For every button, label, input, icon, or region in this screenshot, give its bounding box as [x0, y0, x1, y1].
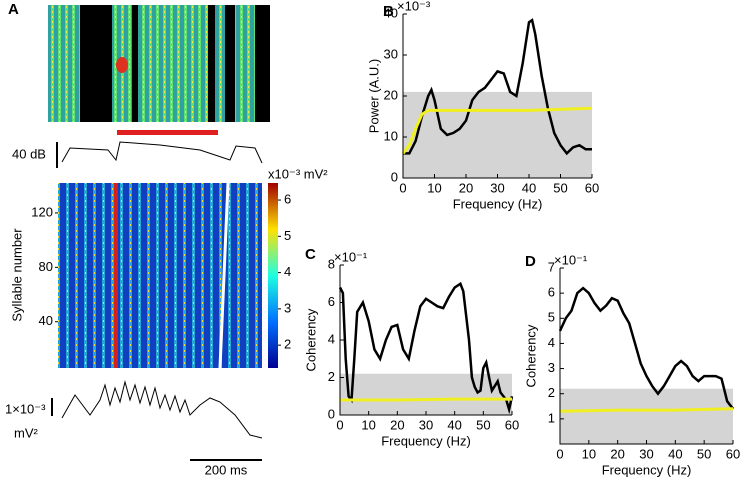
y-tick-label: 6	[548, 285, 555, 300]
scale-label: mV²	[14, 425, 39, 440]
significance-band	[560, 388, 733, 444]
x-tick-label: 50	[476, 417, 490, 432]
x-tick-label: 10	[427, 180, 441, 195]
panel-label: C	[305, 246, 316, 263]
y-label: Coherency	[523, 324, 538, 387]
multiplier: ×10⁻¹	[334, 249, 368, 264]
x-label: Frequency (Hz)	[602, 462, 692, 477]
window-bar	[117, 130, 218, 135]
colorbar	[268, 183, 278, 368]
scale-label: 200 ms	[205, 462, 248, 477]
y-tick-label: 120	[31, 204, 53, 219]
colorbar-tick-label: 5	[284, 228, 291, 243]
colorbar-tick-label: 6	[284, 191, 291, 206]
x-tick-label: 30	[419, 417, 433, 432]
y-tick-label: 0	[391, 169, 398, 184]
y-tick-label: 40	[39, 313, 53, 328]
panel-label: D	[525, 253, 536, 270]
y-label: Syllable number	[9, 228, 24, 322]
panel-a: A 40 dB x10⁻³ mV² Syllable number 1×10⁻³…	[5, 1, 328, 477]
multiplier: ×10⁻³	[397, 0, 431, 13]
series-line	[403, 18, 592, 156]
y-tick-label: 5	[548, 310, 555, 325]
x-tick-label: 60	[585, 180, 599, 195]
significance-band	[403, 91, 592, 178]
y-tick-label: 30	[384, 46, 398, 61]
y-tick-label: 3	[548, 360, 555, 375]
x-tick-label: 0	[399, 180, 406, 195]
panel-label: B	[383, 3, 394, 20]
series-line	[338, 281, 514, 415]
x-tick-label: 40	[447, 417, 461, 432]
y-tick-label: 7	[548, 259, 555, 274]
offset-line	[218, 182, 230, 369]
y-tick-label: 4	[548, 335, 555, 350]
y-tick-label: 80	[39, 259, 53, 274]
x-tick-label: 20	[390, 417, 404, 432]
x-tick-label: 10	[582, 446, 596, 461]
y-tick-label: 1	[548, 410, 555, 425]
x-tick-label: 40	[668, 446, 682, 461]
y-tick-label: 10	[384, 128, 398, 143]
y-tick-label: 20	[384, 87, 398, 102]
y-tick-label: 2	[548, 385, 555, 400]
y-tick-label: 2	[328, 369, 335, 384]
colorbar-tick-label: 4	[284, 264, 291, 279]
amplitude-trace	[61, 141, 263, 164]
x-label: Frequency (Hz)	[381, 433, 471, 448]
x-label: Frequency (Hz)	[453, 196, 543, 211]
series-line	[340, 397, 512, 402]
x-tick-label: 40	[522, 180, 536, 195]
x-tick-label: 20	[459, 180, 473, 195]
y-label: Power (A.U.)	[366, 59, 381, 133]
colorbar-tick-label: 3	[284, 300, 291, 315]
spectrogram-stripes	[48, 5, 255, 122]
significance-band	[340, 373, 512, 415]
x-tick-label: 0	[336, 417, 343, 432]
x-tick-label: 50	[553, 180, 567, 195]
multiplier: ×10⁻¹	[554, 252, 588, 267]
x-tick-label: 20	[610, 446, 624, 461]
y-tick-label: 0	[328, 406, 335, 421]
power-trace	[61, 380, 263, 439]
x-tick-label: 0	[556, 446, 563, 461]
y-tick-label: 8	[328, 256, 335, 271]
panel-label: A	[8, 1, 19, 18]
x-tick-label: 30	[490, 180, 504, 195]
colorbar-label: x10⁻³ mV²	[268, 166, 328, 181]
scale-label: 1×10⁻³	[5, 401, 46, 416]
x-tick-label: 50	[697, 446, 711, 461]
y-tick-label: 40	[384, 5, 398, 20]
series-line	[401, 106, 593, 155]
y-label: Coherency	[303, 308, 318, 371]
y-tick-label: 4	[328, 331, 335, 346]
series-line	[559, 407, 734, 413]
x-tick-label: 60	[726, 446, 740, 461]
x-tick-label: 10	[361, 417, 375, 432]
y-tick-label: 6	[328, 294, 335, 309]
colorbar-tick-label: 2	[284, 337, 291, 352]
scale-label: 40 dB	[12, 146, 46, 161]
spectrogram-peak	[116, 57, 128, 73]
series-line	[558, 286, 734, 410]
x-tick-label: 30	[639, 446, 653, 461]
x-tick-label: 60	[505, 417, 519, 432]
raster	[58, 183, 262, 368]
